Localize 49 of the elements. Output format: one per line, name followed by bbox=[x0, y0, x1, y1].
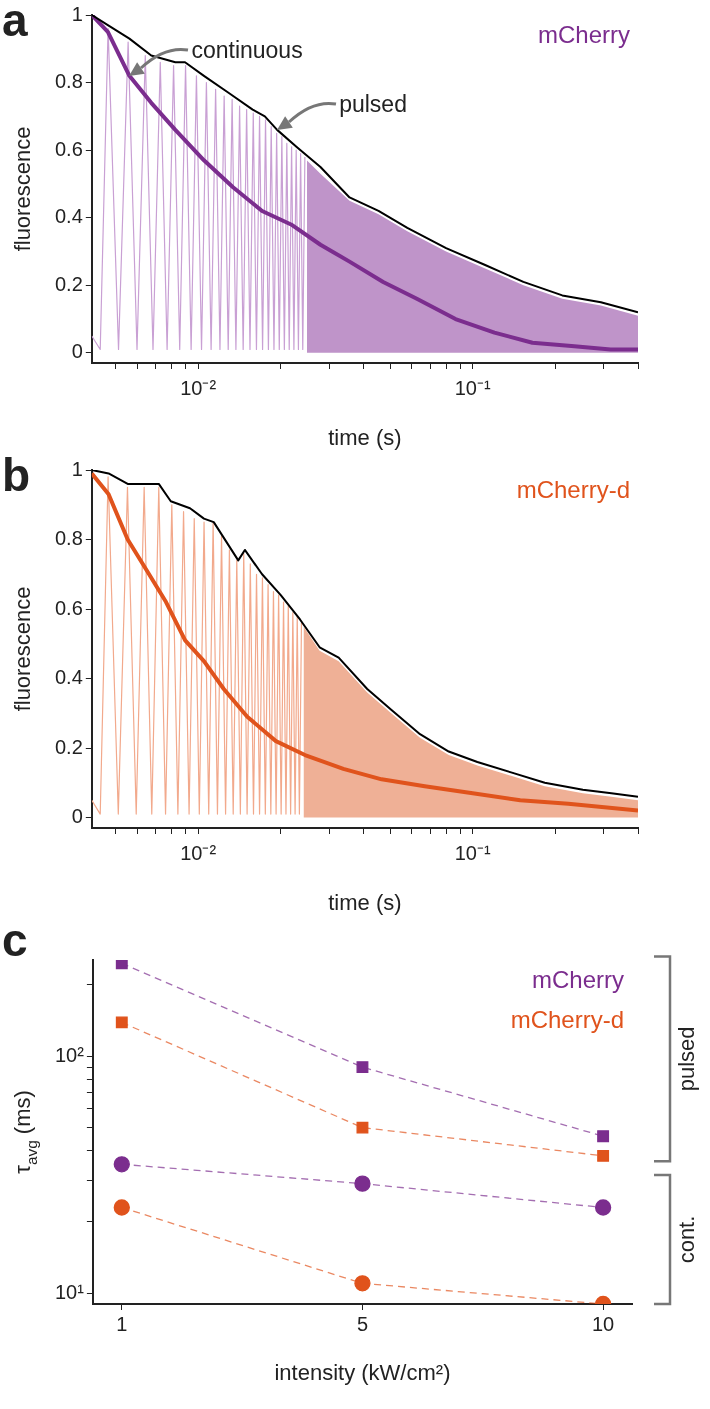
x-axis-title: time (s) bbox=[328, 425, 402, 450]
annotation: continuous bbox=[191, 36, 303, 63]
point bbox=[356, 1061, 369, 1074]
y-tick-label: 1 bbox=[71, 2, 83, 25]
y-axis-title: τavg (ms) bbox=[10, 1090, 40, 1174]
y-tick-label: 0.6 bbox=[54, 137, 83, 160]
y-tick-label: 0.4 bbox=[54, 205, 83, 228]
y-tick-label: 1 bbox=[71, 457, 83, 480]
y-tick-label: 10² bbox=[55, 1043, 85, 1066]
chart-title: c bbox=[2, 914, 28, 966]
text: mCherry bbox=[532, 966, 625, 993]
x-tick-label: 10⁻¹ bbox=[454, 376, 491, 399]
point bbox=[597, 1149, 610, 1162]
y-tick-label: 0 bbox=[71, 340, 83, 363]
chart-title: b bbox=[2, 449, 31, 501]
text: mCherry-d bbox=[510, 1006, 624, 1033]
point bbox=[597, 1130, 610, 1143]
y-tick-label: 0.2 bbox=[54, 272, 83, 295]
x-tick-label: 5 bbox=[356, 1312, 369, 1335]
text: pulsed bbox=[674, 1026, 699, 1092]
text: mCherry-d bbox=[516, 476, 630, 503]
point bbox=[113, 1156, 130, 1173]
text: cont. bbox=[674, 1215, 699, 1264]
point bbox=[354, 1275, 371, 1292]
y-tick-label: 0.2 bbox=[54, 735, 83, 758]
y-tick-label: 10¹ bbox=[55, 1280, 85, 1303]
y-tick-label: 0.6 bbox=[54, 596, 83, 619]
point bbox=[115, 960, 128, 970]
y-axis-title: fluorescence bbox=[10, 586, 35, 712]
x-tick-label: 10⁻² bbox=[180, 841, 217, 864]
y-axis-title: fluorescence bbox=[10, 126, 35, 252]
y-tick-label: 0.8 bbox=[54, 70, 83, 93]
y-tick-label: 0 bbox=[71, 805, 83, 828]
point bbox=[594, 1199, 612, 1216]
x-tick-label: 10⁻² bbox=[180, 376, 217, 399]
point bbox=[356, 1121, 369, 1134]
point bbox=[354, 1175, 371, 1192]
text: mCherry bbox=[538, 21, 631, 48]
annotation: pulsed bbox=[339, 90, 407, 117]
x-axis-title: time (s) bbox=[328, 890, 402, 915]
y-tick-label: 0.4 bbox=[54, 666, 83, 689]
x-axis-title: intensity (kW/cm²) bbox=[274, 1360, 451, 1385]
x-tick-label: 10⁻¹ bbox=[454, 841, 491, 864]
x-tick-label: 1 bbox=[116, 1312, 128, 1335]
y-tick-label: 0.8 bbox=[54, 527, 83, 550]
point bbox=[113, 1199, 130, 1216]
point bbox=[115, 1016, 128, 1029]
x-tick-label: 10 bbox=[591, 1312, 615, 1335]
chart-title: a bbox=[2, 0, 28, 46]
